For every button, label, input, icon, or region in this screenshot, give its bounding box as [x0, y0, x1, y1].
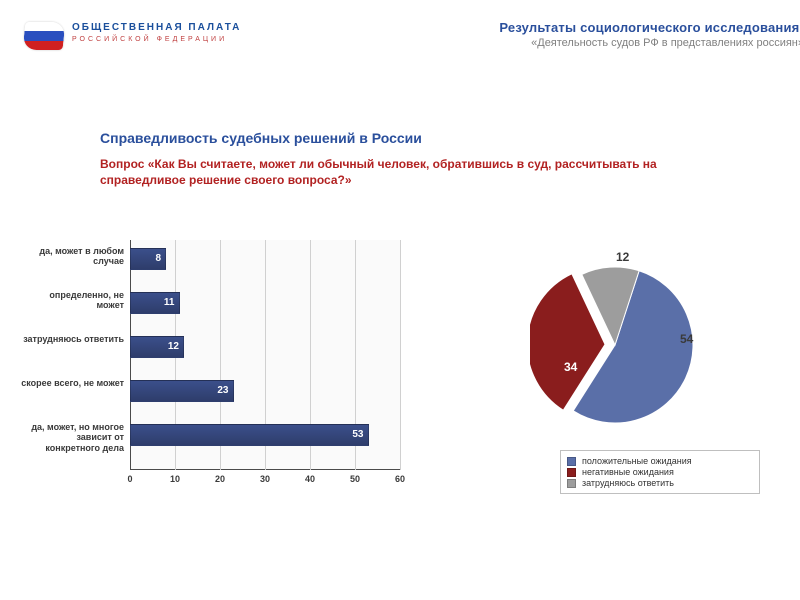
- bar-rect: 53: [130, 424, 369, 446]
- bar-rect: 12: [130, 336, 184, 358]
- legend-item: положительные ожидания: [567, 456, 753, 466]
- bar-chart-plot: 0102030405060811122353: [130, 240, 400, 470]
- legend-swatch: [567, 457, 576, 466]
- bar-chart-xtick: 30: [260, 474, 270, 484]
- flag-stripe-white: [24, 22, 65, 31]
- bar-row: 8: [130, 248, 400, 270]
- bar-value: 8: [155, 253, 161, 264]
- pie-svg: [530, 260, 700, 430]
- bar-chart-xtick: 10: [170, 474, 180, 484]
- legend-label: затрудняюсь ответить: [582, 478, 674, 488]
- report-block: Результаты социологического исследования…: [324, 20, 800, 49]
- pie-chart-plot: 543412: [530, 260, 700, 430]
- bar-category-label: да, может, но многое зависит от конкретн…: [20, 422, 124, 453]
- bar-row: 11: [130, 292, 400, 314]
- report-subtitle: «Деятельность судов РФ в представлениях …: [324, 37, 800, 49]
- bar-chart-xtick: 40: [305, 474, 315, 484]
- bar-chart-xtick: 20: [215, 474, 225, 484]
- header: ОБЩЕСТВЕННАЯ ПАЛАТА РОССИЙСКОЙ ФЕДЕРАЦИИ…: [24, 14, 784, 74]
- flag-stripe-red: [23, 41, 64, 50]
- bar-chart-xtick: 60: [395, 474, 405, 484]
- report-title: Результаты социологического исследования…: [324, 20, 800, 35]
- bar-row: 12: [130, 336, 400, 358]
- bar-chart-xtick: 50: [350, 474, 360, 484]
- bar-row: 23: [130, 380, 400, 402]
- bar-value: 23: [217, 385, 228, 396]
- org-logo: ОБЩЕСТВЕННАЯ ПАЛАТА РОССИЙСКОЙ ФЕДЕРАЦИИ: [24, 22, 274, 62]
- legend-item: негативные ожидания: [567, 467, 753, 477]
- bar-category-label: затрудняюсь ответить: [20, 334, 124, 344]
- bar-chart-gridline: [400, 240, 401, 470]
- bar-category-label: скорее всего, не может: [20, 378, 124, 388]
- bar-value: 12: [168, 341, 179, 352]
- pie-value-label: 12: [616, 250, 629, 264]
- bar-rect: 11: [130, 292, 180, 314]
- pie-value-label: 34: [564, 360, 577, 374]
- section-title: Справедливость судебных решений в России: [100, 130, 422, 146]
- pie-legend: положительные ожиданиянегативные ожидани…: [560, 450, 760, 494]
- bar-chart: да, может в любом случае определенно, не …: [20, 240, 420, 490]
- legend-item: затрудняюсь ответить: [567, 478, 753, 488]
- bar-category-label: определенно, не может: [20, 290, 124, 311]
- bar-value: 11: [164, 297, 175, 308]
- legend-swatch: [567, 479, 576, 488]
- page: ОБЩЕСТВЕННАЯ ПАЛАТА РОССИЙСКОЙ ФЕДЕРАЦИИ…: [0, 0, 800, 600]
- bar-row: 53: [130, 424, 400, 446]
- legend-label: положительные ожидания: [582, 456, 692, 466]
- survey-question: Вопрос «Как Вы считаете, может ли обычны…: [100, 156, 740, 188]
- org-name: ОБЩЕСТВЕННАЯ ПАЛАТА: [72, 22, 241, 33]
- bar-rect: 23: [130, 380, 234, 402]
- pie-chart: 543412 положительные ожиданиянегативные …: [500, 260, 770, 510]
- legend-swatch: [567, 468, 576, 477]
- org-sub: РОССИЙСКОЙ ФЕДЕРАЦИИ: [72, 36, 227, 43]
- pie-value-label: 54: [680, 332, 693, 346]
- bar-chart-xtick: 0: [127, 474, 132, 484]
- flag-icon: [23, 22, 66, 50]
- bar-rect: 8: [130, 248, 166, 270]
- flag-stripe-blue: [24, 31, 65, 40]
- bar-category-label: да, может в любом случае: [20, 246, 124, 267]
- legend-label: негативные ожидания: [582, 467, 674, 477]
- bar-value: 53: [352, 429, 363, 440]
